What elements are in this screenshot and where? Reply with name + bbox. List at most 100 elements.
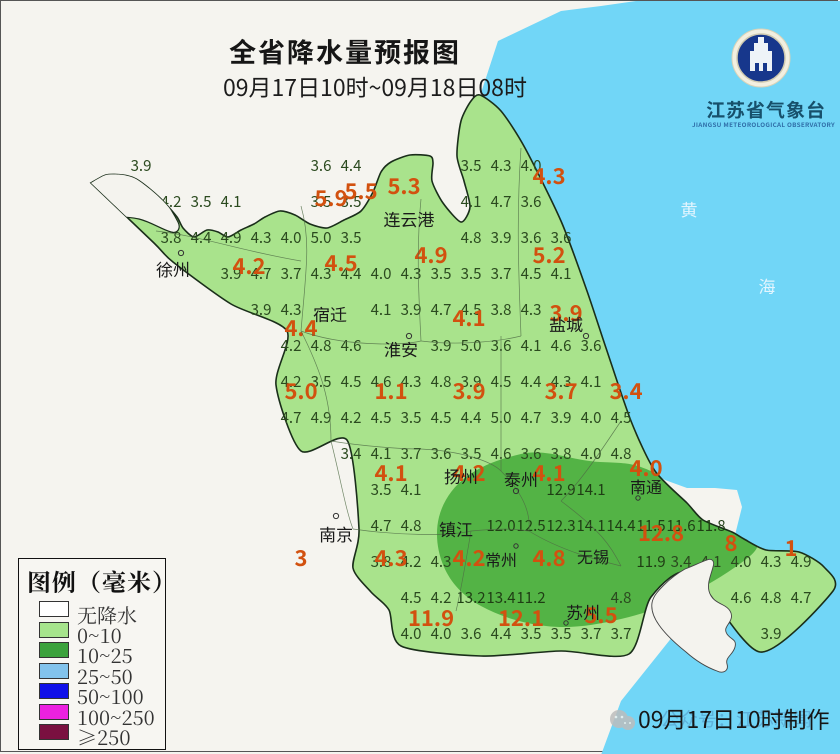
svg-text:4.9: 4.9 <box>221 227 242 248</box>
svg-text:黄: 黄 <box>681 196 698 221</box>
svg-text:4.3: 4.3 <box>431 551 452 572</box>
svg-text:5.2: 5.2 <box>532 238 565 270</box>
svg-text:4.4: 4.4 <box>341 155 362 176</box>
svg-text:4.7: 4.7 <box>791 587 812 608</box>
svg-text:4.0: 4.0 <box>581 443 602 464</box>
svg-text:4.2: 4.2 <box>341 407 362 428</box>
svg-text:4.6: 4.6 <box>551 335 572 356</box>
svg-text:3.9: 3.9 <box>491 227 512 248</box>
svg-text:3.5: 3.5 <box>401 407 422 428</box>
svg-text:3.7: 3.7 <box>544 374 577 406</box>
svg-text:4.9: 4.9 <box>414 238 447 270</box>
svg-text:3.4: 3.4 <box>609 374 642 406</box>
svg-text:3.8: 3.8 <box>491 299 512 320</box>
svg-text:连云港: 连云港 <box>384 206 435 231</box>
svg-text:徐州: 徐州 <box>156 256 190 281</box>
svg-text:4.5: 4.5 <box>431 407 452 428</box>
svg-text:12.3: 12.3 <box>546 515 575 536</box>
svg-text:4.7: 4.7 <box>431 299 452 320</box>
svg-text:4.5: 4.5 <box>611 407 632 428</box>
svg-text:3.9: 3.9 <box>131 155 152 176</box>
svg-text:3.5: 3.5 <box>461 155 482 176</box>
svg-text:3.4: 3.4 <box>341 443 362 464</box>
svg-text:1.1: 1.1 <box>374 374 407 406</box>
svg-text:3.9: 3.9 <box>431 335 452 356</box>
svg-text:4.3: 4.3 <box>532 159 565 191</box>
svg-text:5.3: 5.3 <box>387 169 420 201</box>
svg-text:4.4: 4.4 <box>521 371 542 392</box>
svg-text:09月17日10时制作: 09月17日10时制作 <box>638 701 830 735</box>
svg-text:3.5: 3.5 <box>461 263 482 284</box>
svg-text:4.1: 4.1 <box>221 191 242 212</box>
svg-text:4.3: 4.3 <box>491 155 512 176</box>
svg-text:4.0: 4.0 <box>581 407 602 428</box>
svg-text:4.8: 4.8 <box>532 541 565 573</box>
svg-text:4.8: 4.8 <box>761 587 782 608</box>
svg-text:3.5: 3.5 <box>341 227 362 248</box>
svg-text:12.8: 12.8 <box>638 516 684 548</box>
svg-text:11.9: 11.9 <box>408 601 454 633</box>
svg-text:5.5: 5.5 <box>344 174 377 206</box>
svg-text:14.4: 14.4 <box>606 515 635 536</box>
svg-text:4.5: 4.5 <box>324 246 357 278</box>
svg-text:4.8: 4.8 <box>461 227 482 248</box>
svg-text:3.7: 3.7 <box>281 263 302 284</box>
svg-text:4.1: 4.1 <box>374 456 407 488</box>
svg-text:南通: 南通 <box>630 474 662 498</box>
svg-text:4.1: 4.1 <box>581 371 602 392</box>
svg-text:3.9: 3.9 <box>761 623 782 644</box>
svg-text:14.1: 14.1 <box>576 479 605 500</box>
svg-text:3: 3 <box>295 541 308 573</box>
svg-text:3.9: 3.9 <box>251 299 272 320</box>
svg-text:12.5: 12.5 <box>516 515 545 536</box>
svg-text:3.7: 3.7 <box>491 263 512 284</box>
svg-text:苏州: 苏州 <box>566 599 600 624</box>
svg-text:3.9: 3.9 <box>452 374 485 406</box>
svg-text:5.0: 5.0 <box>284 374 317 406</box>
svg-text:4.8: 4.8 <box>611 443 632 464</box>
svg-text:1: 1 <box>785 531 798 563</box>
svg-text:4.1: 4.1 <box>371 299 392 320</box>
svg-text:4.3: 4.3 <box>521 299 542 320</box>
svg-text:4.6: 4.6 <box>341 335 362 356</box>
svg-text:5.9: 5.9 <box>314 181 347 213</box>
svg-text:3.9: 3.9 <box>401 299 422 320</box>
svg-text:4.8: 4.8 <box>401 515 422 536</box>
svg-text:11.8: 11.8 <box>696 515 725 536</box>
svg-text:8: 8 <box>725 526 738 558</box>
svg-text:扬州: 扬州 <box>444 463 478 488</box>
svg-text:5.0: 5.0 <box>461 335 482 356</box>
svg-text:南京: 南京 <box>319 521 353 546</box>
svg-text:4.5: 4.5 <box>341 371 362 392</box>
svg-text:4.3: 4.3 <box>251 227 272 248</box>
svg-text:4.8: 4.8 <box>431 371 452 392</box>
svg-text:4.1: 4.1 <box>521 335 542 356</box>
svg-text:4.1: 4.1 <box>452 301 485 333</box>
svg-text:4.7: 4.7 <box>491 191 512 212</box>
svg-text:4.0: 4.0 <box>371 263 392 284</box>
svg-text:3.6: 3.6 <box>461 623 482 644</box>
svg-text:淮安: 淮安 <box>384 336 418 361</box>
svg-text:3.6: 3.6 <box>311 155 332 176</box>
svg-text:3.6: 3.6 <box>581 335 602 356</box>
svg-text:3.6: 3.6 <box>431 443 452 464</box>
svg-text:4.4: 4.4 <box>461 407 482 428</box>
svg-text:盐城: 盐城 <box>549 311 583 336</box>
svg-text:镇江: 镇江 <box>439 516 473 541</box>
svg-text:3.5: 3.5 <box>191 191 212 212</box>
svg-text:常州: 常州 <box>485 547 517 571</box>
svg-text:11.9: 11.9 <box>636 551 665 572</box>
svg-text:4.1: 4.1 <box>461 191 482 212</box>
svg-text:4.5: 4.5 <box>371 407 392 428</box>
svg-text:宿迁: 宿迁 <box>313 301 347 326</box>
svg-text:4.3: 4.3 <box>374 541 407 573</box>
svg-text:12.1: 12.1 <box>498 601 544 633</box>
svg-text:4.9: 4.9 <box>311 407 332 428</box>
svg-text:海: 海 <box>759 273 776 298</box>
svg-text:4.7: 4.7 <box>521 407 542 428</box>
svg-text:泰州: 泰州 <box>504 466 538 491</box>
svg-text:3.6: 3.6 <box>521 191 542 212</box>
svg-text:5.0: 5.0 <box>311 227 332 248</box>
svg-text:4.6: 4.6 <box>731 587 752 608</box>
svg-text:4.7: 4.7 <box>281 407 302 428</box>
